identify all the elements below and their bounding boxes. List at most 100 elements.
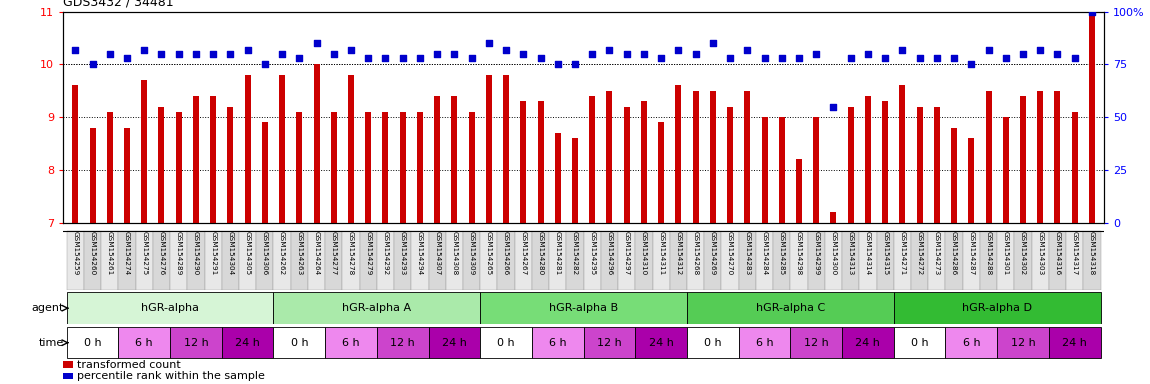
FancyBboxPatch shape [635,327,687,358]
Point [652,55,670,61]
Bar [366,112,371,223]
Bar [692,91,699,223]
FancyBboxPatch shape [170,231,187,290]
Point [1032,46,1050,53]
Bar [63,361,74,368]
FancyBboxPatch shape [1049,231,1066,290]
Bar [159,107,164,223]
FancyBboxPatch shape [738,327,790,358]
FancyBboxPatch shape [481,231,498,290]
Text: GSM154315: GSM154315 [882,231,888,275]
Point [324,51,343,57]
Bar [520,101,527,223]
Bar [968,138,974,223]
Point [238,46,256,53]
Point [480,40,498,46]
Text: GSM154302: GSM154302 [1020,231,1026,275]
Bar [934,107,940,223]
Point [1066,55,1084,61]
Text: hGR-alpha B: hGR-alpha B [549,303,619,313]
Text: 12 h: 12 h [184,338,208,348]
FancyBboxPatch shape [412,231,429,290]
Point [1083,8,1102,15]
Text: GSM154273: GSM154273 [934,231,940,275]
Bar [383,112,389,223]
Bar [435,96,440,223]
Text: GSM154274: GSM154274 [124,231,130,275]
Bar [124,127,130,223]
FancyBboxPatch shape [67,293,274,324]
FancyBboxPatch shape [704,231,721,290]
Text: GSM154261: GSM154261 [107,231,113,275]
Point [514,51,532,57]
Text: GSM154298: GSM154298 [796,231,802,275]
Text: GSM154289: GSM154289 [176,231,182,275]
Text: GSM154293: GSM154293 [400,231,406,275]
Bar [63,373,74,379]
Point [531,55,550,61]
FancyBboxPatch shape [205,231,222,290]
Bar [779,117,784,223]
FancyBboxPatch shape [567,231,583,290]
Text: GSM154287: GSM154287 [968,231,974,275]
Text: GSM154295: GSM154295 [589,231,596,275]
Bar [72,86,78,223]
FancyBboxPatch shape [635,231,652,290]
Text: hGR-alpha C: hGR-alpha C [756,303,825,313]
Bar [468,112,475,223]
Bar [899,86,905,223]
Bar [485,75,492,223]
Text: GSM154296: GSM154296 [606,231,613,275]
Point [342,46,360,53]
FancyBboxPatch shape [481,327,532,358]
Point [169,51,187,57]
FancyBboxPatch shape [687,293,894,324]
Text: GSM154303: GSM154303 [1037,231,1043,275]
Text: GSM154262: GSM154262 [279,231,285,275]
FancyBboxPatch shape [807,231,825,290]
FancyBboxPatch shape [1014,231,1032,290]
FancyBboxPatch shape [997,327,1049,358]
Point [359,55,377,61]
Bar [606,91,613,223]
Text: GSM154291: GSM154291 [210,231,216,275]
Point [204,51,222,57]
FancyBboxPatch shape [773,231,790,290]
Bar [986,91,991,223]
FancyBboxPatch shape [652,231,669,290]
FancyBboxPatch shape [170,327,222,358]
Point [307,40,325,46]
Point [687,51,705,57]
FancyBboxPatch shape [291,231,308,290]
Point [945,55,964,61]
Bar [262,122,268,223]
Text: 0 h: 0 h [291,338,308,348]
FancyBboxPatch shape [515,231,532,290]
FancyBboxPatch shape [67,327,118,358]
Point [756,55,774,61]
FancyBboxPatch shape [498,231,515,290]
Point [100,51,118,57]
Text: GSM154301: GSM154301 [1003,231,1009,275]
Point [583,51,601,57]
FancyBboxPatch shape [463,231,481,290]
Text: GSM154266: GSM154266 [503,231,509,275]
Text: GSM154280: GSM154280 [537,231,544,275]
Point [773,55,791,61]
FancyBboxPatch shape [583,231,600,290]
FancyBboxPatch shape [945,327,997,358]
Text: GSM154288: GSM154288 [986,231,991,275]
Bar [452,96,458,223]
Text: GSM154285: GSM154285 [779,231,784,275]
Text: GSM154269: GSM154269 [710,231,715,275]
FancyBboxPatch shape [894,231,911,290]
Point [462,55,481,61]
Text: 12 h: 12 h [390,338,415,348]
Point [376,55,394,61]
Text: GSM154310: GSM154310 [641,231,647,275]
Text: 0 h: 0 h [911,338,928,348]
FancyBboxPatch shape [842,327,894,358]
Point [825,104,843,110]
Text: GSM154260: GSM154260 [90,231,95,275]
FancyBboxPatch shape [997,231,1014,290]
